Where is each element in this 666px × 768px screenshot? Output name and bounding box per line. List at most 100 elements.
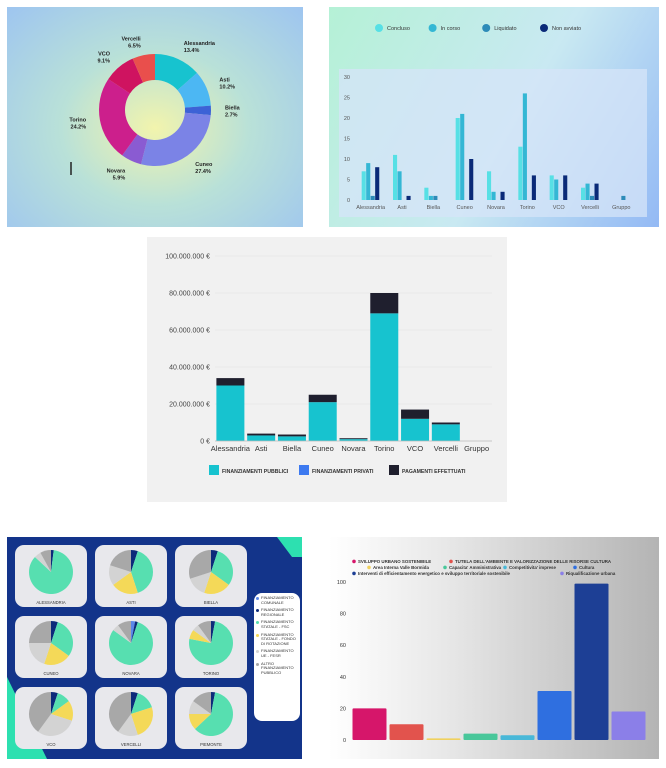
pie-slice-vercelli-finanziamento-statale-fsc <box>131 693 152 714</box>
legend-swatch <box>256 633 259 637</box>
bar-asti-concluso <box>393 154 398 200</box>
legend-swatch <box>256 609 259 613</box>
bar-asti-pagamenti-effettuati <box>247 433 276 436</box>
legend-label-liquidato: Liquidato <box>494 26 516 32</box>
donut-label-biella: Biella <box>225 105 241 111</box>
legend-label-finanziamenti-pubblici: FINANZIAMENTI PUBBLICI <box>222 469 289 475</box>
pie-label-novara: NOVARA <box>122 671 140 676</box>
legend-swatch-7 <box>352 571 356 576</box>
x-tick-label-novara: Novara <box>487 205 506 211</box>
bar-vco-non-avviato <box>563 175 568 200</box>
bar-torino-pagamenti-effettuati <box>370 293 399 314</box>
bar-biella-finanziamenti-pubblici <box>277 436 306 441</box>
bar-alessandria-finanziamenti-pubblici <box>216 385 245 441</box>
donut-slice-vco <box>108 58 144 94</box>
legend-item-altro-finanziamento-pubblico: ALTRO FINANZIAMENTO PUBBLICO <box>256 661 298 676</box>
donut-pct-novara: 5.9% <box>113 175 126 181</box>
y-tick-label: 15 <box>344 137 350 143</box>
legend-swatch-8 <box>560 571 564 576</box>
pie-slice-torino-finanziamento-statale-fondo-di-rotazione <box>189 630 211 643</box>
legend-swatch-6 <box>573 565 577 570</box>
donut-slice-biella <box>184 105 211 116</box>
bar-novara-non-avviato <box>500 191 505 200</box>
bar-asti-finanziamenti-pubblici <box>247 435 276 441</box>
pie-label-alessandria: ALESSANDRIA <box>36 600 66 605</box>
x-tick-label-cuneo: Cuneo <box>457 205 473 211</box>
pie-label-torino: TORINO <box>203 671 220 676</box>
sector-bar-chart: 0 20 40 60 80 100 SVILUPPO URBANO SOSTENIBILE T… <box>329 537 659 759</box>
pie-slice-asti-altro-finanziamento-pubblico <box>110 550 131 572</box>
legend-label-2: TUTELA DELL'AMBIENTE E VALORIZZAZIONE DE… <box>455 559 612 564</box>
bar-novara-in-corso <box>491 191 496 200</box>
donut-pct-biella: 2.7% <box>225 112 238 118</box>
bar-alessandria-pagamenti-effettuati <box>216 378 245 386</box>
bar-alessandria-concluso <box>361 171 366 200</box>
y-tick-label: 20 <box>344 116 350 122</box>
donut-slice-vercelli <box>132 54 155 83</box>
pie-slice-novara-finanziamento-regionale <box>131 621 138 643</box>
donut-label-vercelli: Vercelli <box>121 36 141 42</box>
y-tick-label: 60 <box>340 643 346 649</box>
x-tick-label-gruppo: Gruppo <box>464 444 489 453</box>
pie-slice-piemonte-finanziamento-ue-fesr <box>189 701 211 714</box>
bar-cuneo-finanziamenti-pubblici <box>308 402 337 441</box>
bar-alessandria-liquidato <box>370 195 375 200</box>
legend-label-in-corso: In corso <box>441 26 461 32</box>
province-donut-chart: Alessandria 13.4% Asti 10.2% Biella 2.7% Cuneo… <box>7 7 303 227</box>
y-tick-label: 25 <box>344 96 350 102</box>
pie-slice-piemonte-finanziamento-regionale <box>211 692 216 714</box>
legend-label: FINANZIAMENTO STATALE - FONDO DI ROTAZIO… <box>261 631 296 646</box>
bar-biella-liquidato <box>433 195 438 200</box>
y-tick-label: 100.000.000 € <box>165 254 210 261</box>
legend-swatch-finanziamenti-privati <box>299 465 309 475</box>
legend-label: FINANZIAMENTO REGIONALE <box>261 607 294 617</box>
pie-slice-alessandria-finanziamento-statale-fsc <box>28 550 73 594</box>
y-tick-label: 10 <box>344 157 350 163</box>
bar-torino-non-avviato <box>531 175 536 200</box>
bar-cuneo-non-avviato <box>469 159 474 200</box>
legend-label-non-avviato: Non avviato <box>552 26 581 32</box>
legend-label: FINANZIAMENTO STATALE - FSC <box>261 619 294 629</box>
legend-label-finanziamenti-privati: FINANZIAMENTI PRIVATI <box>312 469 374 475</box>
x-tick-label-alessandria: Alessandria <box>356 205 386 211</box>
y-tick-label: 80 <box>340 612 346 618</box>
bar-vercelli-liquidato <box>590 195 595 200</box>
donut-label-novara: Novara <box>107 168 127 174</box>
bar-biella-concluso <box>424 187 429 200</box>
y-tick-label: 0 <box>347 198 350 204</box>
legend-swatch-finanziamenti-pubblici <box>209 465 219 475</box>
bar-vco-in-corso <box>554 179 559 200</box>
pie-slice-novara-finanziamento-ue-fesr <box>113 625 131 643</box>
sector-bar-svg: 0 20 40 60 80 100 SVILUPPO URBANO SOSTENIBILE T… <box>337 559 646 744</box>
pie-slice-vco-finanziamento-regionale <box>51 692 58 714</box>
donut-slice-asti <box>177 72 211 108</box>
pie-label-vco: VCO <box>46 742 56 747</box>
pie-slice-vco-finanziamento-statale-fondo-di-rotazione <box>51 701 73 721</box>
donut-label-alessandria: Alessandria <box>184 41 216 47</box>
bar-torino-finanziamenti-pubblici <box>370 313 399 441</box>
donut-pct-asti: 10.2% <box>219 85 235 91</box>
legend-label-concluso: Concluso <box>387 26 410 32</box>
pie-slice-asti-finanziamento-regionale <box>131 550 138 572</box>
bar-biella-in-corso <box>428 195 433 200</box>
legend-item-finanziamento-statale-fondo-di-rotazione: FINANZIAMENTO STATALE - FONDO DI ROTAZIO… <box>256 631 298 647</box>
y-tick-label: 30 <box>344 75 350 81</box>
bar-3 <box>426 738 461 740</box>
pie-label-vercelli: VERCELLI <box>121 742 141 747</box>
pie-slice-cuneo-finanziamento-regionale <box>51 621 58 643</box>
donut-label-cuneo: Cuneo <box>195 162 213 168</box>
y-tick-label: 20.000.000 € <box>169 402 210 409</box>
legend-swatch-in-corso <box>428 24 437 32</box>
legend-label-pagamenti-effettuati: PAGAMENTI EFFETTUATI <box>402 469 466 475</box>
pie-slice-vco-finanziamento-statale-fsc <box>51 693 69 714</box>
pie-slice-piemonte-finanziamento-statale-fsc <box>194 692 233 736</box>
y-tick-label: 40.000.000 € <box>169 365 210 372</box>
donut-pct-torino: 24.2% <box>71 125 87 131</box>
x-tick-label-vercelli: Vercelli <box>581 205 599 211</box>
bar-alessandria-in-corso <box>366 163 371 200</box>
pie-slice-torino-finanziamento-ue-fesr <box>193 625 211 643</box>
pie-slice-cuneo-altro-finanziamento-pubblico <box>29 621 51 643</box>
decorative-corner-top-right <box>277 537 302 557</box>
x-tick-label-vco: VCO <box>553 205 566 211</box>
pie-slice-vco-altro-finanziamento-pubblico <box>29 692 51 732</box>
